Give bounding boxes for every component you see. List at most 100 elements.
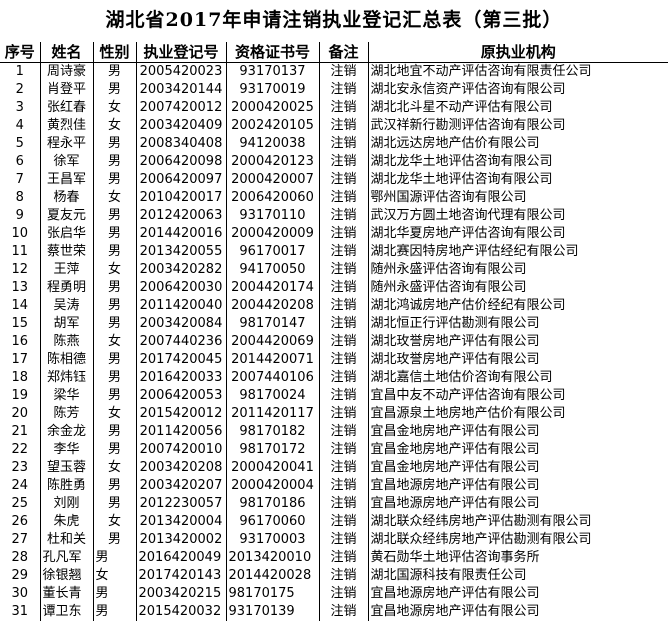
cell-remark: 注销 xyxy=(318,279,368,297)
cell-gender: 男 xyxy=(92,135,136,153)
cell-qualification-cert-no: 2000420041 xyxy=(225,459,319,477)
cell-qualification-cert-no: 94120038 xyxy=(225,135,319,153)
cell-gender: 男 xyxy=(92,369,136,387)
cell-gender: 男 xyxy=(92,585,136,603)
cell-remark: 注销 xyxy=(318,603,368,621)
cell-name: 程勇明 xyxy=(39,279,93,297)
cell-remark: 注销 xyxy=(318,459,368,477)
cell-original-institution: 宜昌地源房地产评估有限公司 xyxy=(367,585,668,603)
cell-name: 杨春 xyxy=(39,189,93,207)
cell-name: 肖登平 xyxy=(39,81,93,99)
cell-original-institution: 宜昌中友不动产评估咨询有限公司 xyxy=(367,387,668,405)
cell-original-institution: 湖北恒正行评估勘测有限公司 xyxy=(367,315,668,333)
cell-qualification-cert-no: 93170003 xyxy=(225,531,319,549)
cell-practice-reg-no: 2003420144 xyxy=(135,81,226,99)
cell-name: 梁华 xyxy=(39,387,93,405)
cell-practice-reg-no: 2007420010 xyxy=(135,441,226,459)
cell-qualification-cert-no: 2004420208 xyxy=(225,297,319,315)
cell-index: 16 xyxy=(11,334,29,349)
cell-qualification-cert-no: 2007440106 xyxy=(225,369,319,387)
cell-gender: 男 xyxy=(92,441,136,459)
cell-remark: 注销 xyxy=(318,261,368,279)
cell-qualification-cert-no: 98170024 xyxy=(225,387,319,405)
cell-remark: 注销 xyxy=(318,189,368,207)
cell-practice-reg-no: 2006420053 xyxy=(135,387,226,405)
header-index: 序号 xyxy=(0,42,40,63)
cell-gender: 男 xyxy=(92,225,136,243)
table-row: 4 黄烈佳女 2003420409 2002420105 注销 武汉祥新行勘测评估咨询有限… xyxy=(0,117,668,135)
cell-index: 15 xyxy=(11,316,29,331)
header-original-institution: 原执业机构 xyxy=(367,42,668,63)
cell-index: 21 xyxy=(11,424,29,439)
cell-index: 29 xyxy=(11,568,29,583)
cell-qualification-cert-no: 98170172 xyxy=(225,441,319,459)
cell-index: 3 xyxy=(15,100,24,115)
cell-index: 23 xyxy=(11,460,29,475)
cell-name: 郑炜钰 xyxy=(39,369,93,387)
table-row: 27 杜和关男 2013420002 93170003 注销 湖北联众经纬房地产评估勘测有… xyxy=(0,531,668,549)
cell-original-institution: 鄂州国源评估咨询有限公司 xyxy=(367,189,668,207)
cell-index: 27 xyxy=(11,532,29,547)
cell-remark: 注销 xyxy=(318,171,368,189)
header-name: 姓名 xyxy=(39,42,93,63)
cell-index: 20 xyxy=(11,406,29,421)
cell-original-institution: 湖北北斗星不动产评估有限公司 xyxy=(367,99,668,117)
cell-practice-reg-no: 2003420282 xyxy=(135,261,226,279)
cell-name: 陈燕 xyxy=(39,333,93,351)
cell-practice-reg-no: 2012420063 xyxy=(135,207,226,225)
cell-remark: 注销 xyxy=(318,423,368,441)
cell-name: 黄烈佳 xyxy=(39,117,93,135)
cell-qualification-cert-no: 2006420060 xyxy=(225,189,319,207)
table-row: 7 王昌军男 2006420097 2000420007 注销 湖北龙华土地评估咨询有限公… xyxy=(0,171,668,189)
cell-remark: 注销 xyxy=(318,549,368,567)
table-row: 20 陈芳女 2015420012 2011420117 注销 宜昌源泉土地房地产估价有限… xyxy=(0,405,668,423)
cell-name: 夏友元 xyxy=(39,207,93,225)
cell-practice-reg-no: 2015420012 xyxy=(135,405,226,423)
cell-practice-reg-no: 2016420033 xyxy=(135,369,226,387)
cell-name: 孔凡军 xyxy=(39,549,93,567)
cell-original-institution: 湖北嘉信土地估价咨询有限公司 xyxy=(367,369,668,387)
cell-qualification-cert-no: 93170110 xyxy=(225,207,319,225)
cell-qualification-cert-no: 2000420123 xyxy=(225,153,319,171)
cell-name: 谭卫东 xyxy=(39,603,93,621)
cell-original-institution: 湖北玫誉房地产评估有限公司 xyxy=(367,333,668,351)
cell-qualification-cert-no: 98170186 xyxy=(225,495,319,513)
cell-name: 余金龙 xyxy=(39,423,93,441)
cell-remark: 注销 xyxy=(318,513,368,531)
cell-original-institution: 湖北联众经纬房地产评估勘测有限公司 xyxy=(367,513,668,531)
cell-name: 徐军 xyxy=(39,153,93,171)
cell-remark: 注销 xyxy=(318,567,368,585)
cell-index: 2 xyxy=(15,82,24,97)
cell-name: 张启华 xyxy=(39,225,93,243)
cell-practice-reg-no: 2003420215 xyxy=(135,585,226,603)
cell-qualification-cert-no: 2000420004 xyxy=(225,477,319,495)
table-row: 19 梁华男 2006420053 98170024 注销 宜昌中友不动产评估咨询有限公司 xyxy=(0,387,668,405)
cell-gender: 女 xyxy=(92,99,136,117)
cell-qualification-cert-no: 2014420071 xyxy=(225,351,319,369)
cell-original-institution: 随州永盛评估咨询有限公司 xyxy=(367,261,668,279)
cell-name: 王昌军 xyxy=(39,171,93,189)
cell-gender: 男 xyxy=(92,153,136,171)
cell-gender: 男 xyxy=(92,531,136,549)
cell-qualification-cert-no: 2011420117 xyxy=(225,405,319,423)
cell-practice-reg-no: 2017420143 xyxy=(135,567,226,585)
cell-original-institution: 宜昌金地房地产评估有限公司 xyxy=(367,423,668,441)
cell-index: 22 xyxy=(11,442,29,457)
cell-original-institution: 湖北龙华土地评估咨询有限公司 xyxy=(367,171,668,189)
cell-original-institution: 宜昌地源房地产评估有限公司 xyxy=(367,495,668,513)
table-row: 2 肖登平男 2003420144 93170019 注销 湖北安永信资产评估咨询有限公司 xyxy=(0,81,668,99)
cell-remark: 注销 xyxy=(318,333,368,351)
cell-gender: 女 xyxy=(92,189,136,207)
cell-name: 陈芳 xyxy=(39,405,93,423)
table-row: 10 张启华男 2014420016 2000420009 注销 湖北华夏房地产评估咨询有… xyxy=(0,225,668,243)
table-row: 6 徐军男 2006420098 2000420123 注销 湖北龙华土地评估咨询有限公司 xyxy=(0,153,668,171)
cell-qualification-cert-no: 93170019 xyxy=(225,81,319,99)
cell-index: 4 xyxy=(15,118,24,133)
cell-name: 陈相德 xyxy=(39,351,93,369)
cell-original-institution: 湖北赛因特房地产评估经纪有限公司 xyxy=(367,243,668,261)
table-row: 15 胡军男 2003420084 98170147 注销 湖北恒正行评估勘测有限公司 xyxy=(0,315,668,333)
cell-index: 1 xyxy=(15,64,24,79)
cell-remark: 注销 xyxy=(318,62,368,81)
cell-original-institution: 宜昌金地房地产评估有限公司 xyxy=(367,459,668,477)
cell-practice-reg-no: 2003420409 xyxy=(135,117,226,135)
